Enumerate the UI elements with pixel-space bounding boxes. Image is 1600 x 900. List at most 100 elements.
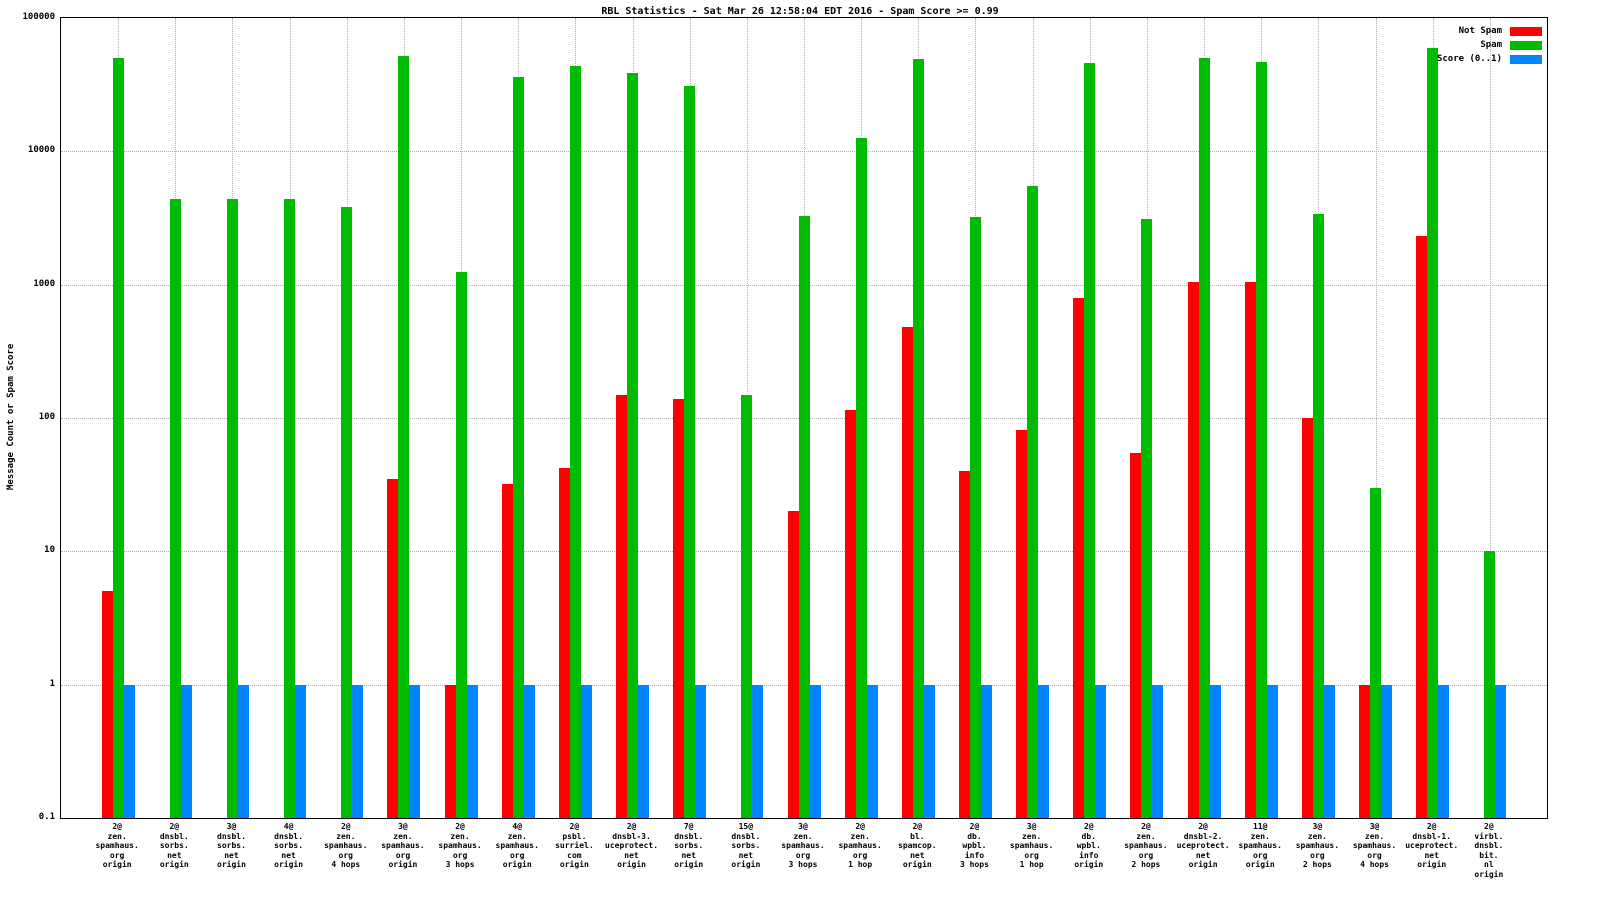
x-tick-label-line: 3 hops (960, 860, 989, 869)
bar-not-spam (1416, 236, 1428, 818)
x-tick-label-line: 2@ (912, 822, 923, 831)
bar-spam (1484, 551, 1496, 818)
legend-item-spam: Spam (1437, 40, 1542, 50)
x-tick-label-line: 2@ (969, 822, 980, 831)
x-tick-label-line: 3@ (1312, 822, 1323, 831)
bar-not-spam (1301, 418, 1313, 818)
x-tick-label-line: 4@ (283, 822, 294, 831)
x-tick-label: 2@ db. wpbl. info origin (1054, 822, 1124, 870)
bar-spam (226, 198, 238, 818)
bar-spam (684, 85, 696, 818)
x-tick-label: 2@ db. wpbl. info 3 hops (939, 822, 1009, 870)
legend-item-score-0-1: Score (0..1) (1437, 54, 1542, 64)
plot-area (60, 17, 1548, 819)
x-tick-label-line: origin (902, 860, 932, 869)
x-tick-label-line: zen. (1250, 831, 1270, 841)
bar-spam (627, 72, 639, 818)
bar-score-0-1 (695, 684, 707, 818)
bar-spam (512, 77, 524, 818)
bar-spam (1198, 58, 1210, 818)
legend-item-not-spam: Not Spam (1437, 26, 1542, 36)
x-tick-label: 11@ zen. spamhaus. org origin (1225, 822, 1295, 870)
x-tick-label: 4@ dnsbl. sorbs. net origin (254, 822, 324, 870)
x-tick-label-line: origin (1474, 869, 1504, 879)
bar-spam (169, 198, 181, 818)
x-tick-label-line: origin (1188, 860, 1218, 869)
x-tick-label-line: 2@ (1198, 822, 1208, 831)
x-tick-label-line: net (738, 850, 754, 860)
x-tick-label: 2@ zen. spamhaus. org 4 hops (311, 822, 381, 870)
bar-score-0-1 (1381, 684, 1393, 818)
x-tick-label-line: 3@ (1369, 822, 1380, 831)
bar-spam (1084, 62, 1096, 818)
x-tick-label-line: net (1424, 850, 1439, 860)
x-tick-label-line: origin (217, 860, 246, 869)
x-tick-label-line: zen. (507, 831, 527, 841)
x-tick-label-line: 1 hop (848, 860, 873, 869)
x-tick-label-line: 2@ (1426, 822, 1437, 831)
x-tick-label-line: 3 hops (788, 860, 818, 869)
legend-swatch-not-spam (1510, 26, 1542, 36)
bar-score-0-1 (638, 684, 650, 818)
x-tick-label-line: origin (388, 860, 418, 869)
y-tick-label: 10 (44, 545, 55, 556)
x-tick-label-line: origin (274, 860, 304, 869)
x-tick-label-line: org (395, 850, 411, 860)
chart-title: RBL Statistics - Sat Mar 26 12:58:04 EDT… (601, 6, 999, 17)
x-tick-label: 2@ virbl. dnsbl. bit. nl origin (1454, 822, 1524, 879)
bar-score-0-1 (980, 684, 992, 818)
x-tick-label-line: spamhaus. (1295, 841, 1340, 850)
x-tick-label-line: 3@ (226, 822, 237, 831)
x-tick-label-line: info (964, 850, 985, 860)
x-tick-label: 2@ bl. spamcop. net origin (882, 822, 952, 870)
bar-not-spam (958, 471, 970, 818)
x-tick-label-line: net (681, 850, 696, 860)
bar-not-spam (1187, 281, 1199, 818)
x-tick-label-line: net (910, 850, 925, 860)
legend-swatch-spam (1510, 40, 1542, 50)
x-tick-label-line: net (167, 850, 182, 860)
x-tick-label-line: sorbs. (731, 841, 761, 850)
x-tick-label-line: dnsbl. (731, 831, 761, 841)
x-tick-label-line: zen. (1307, 831, 1327, 841)
x-tick-label-line: spamcop. (898, 841, 937, 850)
x-tick-label-line: 1 hop (1019, 860, 1044, 869)
x-tick-label-line: net (624, 850, 639, 860)
x-tick-label-line: org (109, 850, 125, 860)
bar-spam (112, 58, 124, 818)
x-tick-label-line: spamhaus. (495, 841, 539, 850)
x-tick-label-line: net (281, 850, 296, 860)
bar-spam (398, 55, 410, 818)
y-tick-label: 1000 (33, 278, 55, 289)
x-tick-label-line: zen. (850, 831, 870, 841)
x-tick-label-line: wpbl. (962, 841, 987, 850)
legend: Not Spam Spam Score (0..1) (1437, 26, 1542, 68)
x-tick-label-line: net (224, 850, 239, 860)
x-tick-label: 2@ dnsbl. sorbs. net origin (139, 822, 209, 870)
bar-spam (741, 394, 753, 818)
bar-score-0-1 (1266, 684, 1278, 818)
bar-score-0-1 (752, 684, 764, 818)
x-tick-label-line: psbl. (562, 831, 587, 841)
y-tick-label: 100 (38, 412, 55, 422)
x-tick-label-line: org (1138, 850, 1154, 860)
x-tick-label-line: spamhaus. (324, 841, 368, 850)
y-tick-label: 10000 (27, 145, 55, 156)
x-tick-label: 2@ zen. spamhaus. org 1 hop (825, 822, 895, 870)
x-tick-label: 3@ zen. spamhaus. org 4 hops (1340, 822, 1410, 870)
x-tick-label-line: dnsbl. (1474, 841, 1504, 850)
x-tick-label-line: org (1252, 850, 1268, 860)
bar-score-0-1 (923, 684, 935, 818)
x-tick-label-line: dnsbl. (159, 831, 189, 841)
x-tick-label-line: spamhaus. (438, 841, 482, 850)
bar-spam (284, 198, 296, 818)
x-tick-label-line: org (852, 850, 868, 860)
bar-spam (341, 207, 353, 818)
bar-spam (855, 138, 867, 818)
x-tick-label-line: zen. (336, 831, 356, 841)
x-tick-label-line: origin (731, 860, 761, 869)
x-tick-label-line: surriel. (555, 841, 594, 850)
x-tick-label-line: spamhaus. (1352, 841, 1397, 850)
x-tick-label: 3@ zen. spamhaus. org 2 hops (1282, 822, 1352, 870)
x-tick-label-line: spamhaus. (1009, 841, 1054, 850)
